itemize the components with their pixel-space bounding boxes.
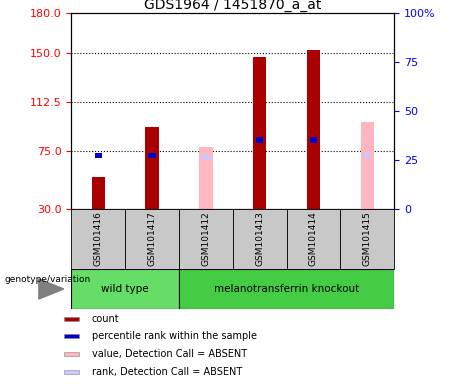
Bar — [199, 147, 213, 209]
Text: value, Detection Call = ABSENT: value, Detection Call = ABSENT — [92, 349, 247, 359]
Text: genotype/variation: genotype/variation — [5, 275, 91, 284]
Bar — [340, 209, 394, 269]
Bar — [64, 317, 79, 321]
Text: GSM101417: GSM101417 — [148, 212, 157, 266]
Bar — [71, 269, 179, 309]
Bar — [95, 153, 102, 158]
Bar — [179, 269, 394, 309]
Text: rank, Detection Call = ABSENT: rank, Detection Call = ABSENT — [92, 367, 242, 377]
Bar — [64, 352, 79, 356]
Bar — [310, 137, 317, 143]
Bar — [253, 56, 266, 209]
Text: GSM101412: GSM101412 — [201, 212, 210, 266]
Bar — [145, 127, 159, 209]
Bar — [64, 334, 79, 338]
Text: percentile rank within the sample: percentile rank within the sample — [92, 331, 257, 341]
Bar — [361, 122, 374, 209]
Bar — [307, 50, 320, 209]
Bar — [64, 370, 79, 374]
Bar — [256, 137, 263, 143]
Bar — [233, 209, 287, 269]
Polygon shape — [39, 279, 64, 299]
Bar — [71, 209, 125, 269]
Text: GSM101414: GSM101414 — [309, 212, 318, 266]
Text: melanotransferrin knockout: melanotransferrin knockout — [214, 284, 359, 294]
Text: count: count — [92, 314, 119, 324]
Text: GSM101415: GSM101415 — [363, 212, 372, 266]
Bar — [287, 209, 340, 269]
Bar — [148, 153, 156, 158]
Text: GSM101416: GSM101416 — [94, 212, 103, 266]
Bar — [179, 209, 233, 269]
Bar — [202, 154, 210, 160]
Title: GDS1964 / 1451870_a_at: GDS1964 / 1451870_a_at — [144, 0, 321, 12]
Bar — [92, 177, 105, 209]
Text: wild type: wild type — [101, 284, 149, 294]
Bar — [364, 153, 371, 158]
Text: GSM101413: GSM101413 — [255, 212, 264, 266]
Bar — [125, 209, 179, 269]
